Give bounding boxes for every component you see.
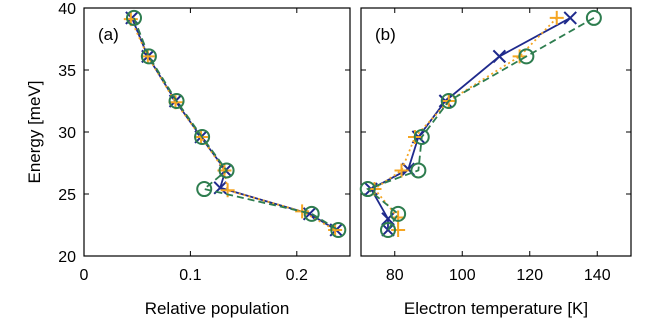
data-point-circle bbox=[330, 221, 347, 238]
data-point-circle bbox=[380, 221, 396, 238]
axes-frame bbox=[83, 7, 351, 257]
data-point-x bbox=[563, 11, 577, 25]
data-point-x bbox=[492, 49, 507, 64]
data-point-circle bbox=[196, 181, 213, 198]
data-point-circle bbox=[303, 205, 320, 222]
x-tick-label: 120 bbox=[516, 267, 543, 284]
y-tick-label: 20 bbox=[58, 249, 76, 266]
y-tick-label: 25 bbox=[58, 187, 76, 204]
x-tick-label: 100 bbox=[449, 267, 476, 284]
x-tick-label: 0.2 bbox=[286, 267, 308, 284]
y-tick-label: 40 bbox=[58, 1, 76, 18]
panel-label: (b) bbox=[375, 25, 396, 44]
data-point-circle bbox=[140, 48, 157, 65]
series-+-dotted bbox=[367, 10, 564, 237]
axes-frame bbox=[360, 7, 632, 257]
x-axis-label: Relative population bbox=[145, 299, 290, 318]
data-point-plus bbox=[391, 210, 406, 225]
data-point-circle bbox=[410, 162, 427, 179]
panel-label: (a) bbox=[98, 25, 119, 44]
series-x-solid bbox=[125, 11, 343, 237]
x-tick-label: 0.1 bbox=[179, 267, 201, 284]
series-o-dashed bbox=[126, 9, 347, 238]
series-o-dashed bbox=[359, 9, 602, 238]
series-line bbox=[133, 17, 339, 231]
x-tick-label: 80 bbox=[386, 267, 404, 284]
data-point-circle bbox=[218, 162, 235, 179]
series-line bbox=[369, 17, 571, 230]
series-line bbox=[131, 17, 337, 231]
data-point-circle bbox=[390, 205, 407, 222]
y-axis-label: Energy [meV] bbox=[25, 81, 44, 184]
x-axis-label: Electron temperature [K] bbox=[404, 299, 588, 318]
y-tick-label: 30 bbox=[58, 125, 76, 142]
data-point-circle bbox=[194, 128, 211, 145]
data-point-circle bbox=[126, 9, 143, 26]
data-point-circle bbox=[413, 128, 430, 145]
x-tick-label: 0 bbox=[80, 267, 89, 284]
x-tick-label: 140 bbox=[584, 267, 611, 284]
series-line bbox=[129, 18, 336, 231]
series-line bbox=[366, 17, 595, 231]
data-point-plus bbox=[391, 222, 406, 237]
panel-b: 80 100 120 140 Electron temperature [K] (b) bbox=[359, 7, 632, 318]
data-point-plus bbox=[549, 10, 564, 25]
y-tick-label: 35 bbox=[58, 63, 76, 80]
series-+-dotted bbox=[123, 12, 343, 237]
data-point-circle bbox=[168, 93, 185, 109]
data-point-circle bbox=[359, 181, 376, 198]
series-line bbox=[373, 17, 558, 230]
data-point-circle bbox=[440, 93, 457, 109]
data-point-plus bbox=[394, 163, 409, 178]
data-point-circle bbox=[518, 48, 535, 65]
data-point-circle bbox=[585, 9, 602, 26]
panel-a: 0 0.1 0.2 20 25 30 35 40 Relative population Ener… bbox=[25, 1, 351, 318]
